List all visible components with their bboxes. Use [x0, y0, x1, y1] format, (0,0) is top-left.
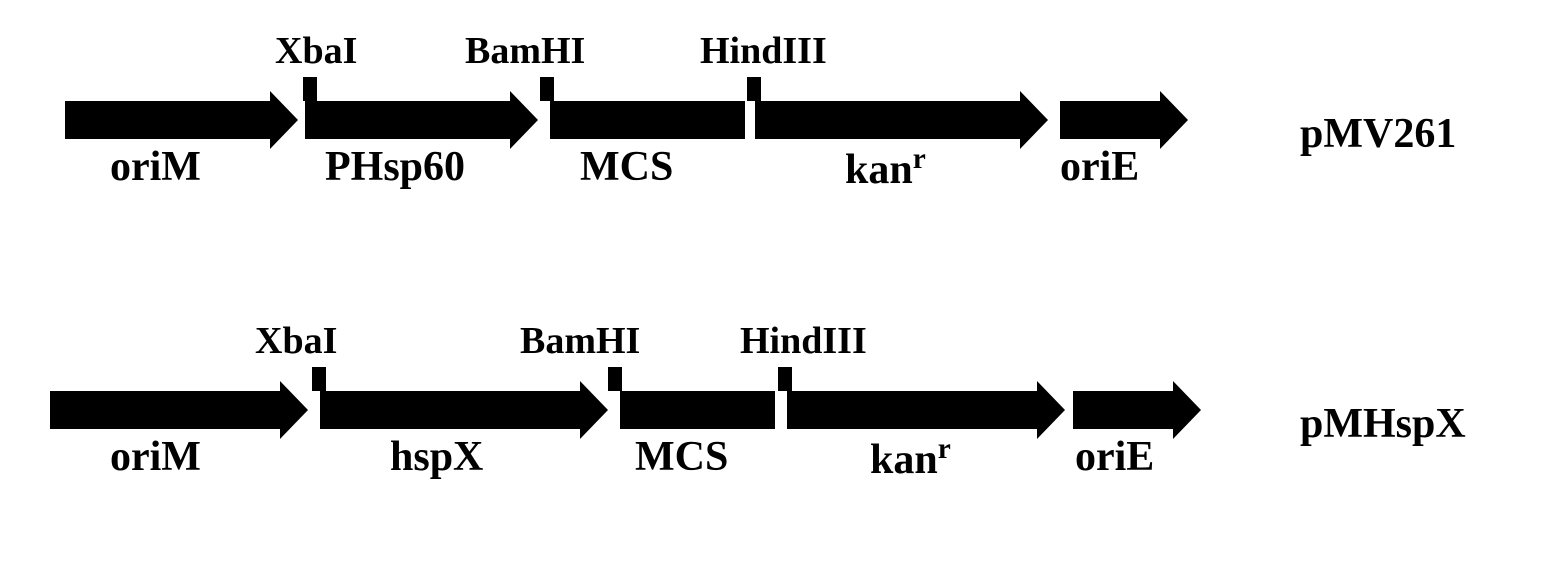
arrow-segment-3	[755, 101, 1020, 139]
restriction-site-tick	[778, 367, 792, 391]
segment-label: kanr	[870, 433, 951, 484]
segment-label: oriM	[110, 143, 201, 191]
restriction-site-label: XbaI	[275, 29, 357, 73]
segment-label: PHsp60	[325, 143, 465, 191]
restriction-site-tick	[540, 77, 554, 101]
arrow-segment-1	[305, 101, 510, 139]
segment-label: MCS	[580, 143, 673, 191]
restriction-site-tick	[608, 367, 622, 391]
restriction-site-tick	[303, 77, 317, 101]
bar-segment-2	[550, 101, 745, 139]
restriction-site-label: XbaI	[255, 319, 337, 363]
arrow-segment-4	[1073, 391, 1173, 429]
restriction-site-label: HindIII	[700, 29, 827, 73]
restriction-site-label: HindIII	[740, 319, 867, 363]
segment-label: oriM	[110, 433, 201, 481]
arrow-segment-3	[787, 391, 1037, 429]
restriction-site-tick	[747, 77, 761, 101]
construct-name-label: pMV261	[1300, 110, 1456, 158]
arrow-segment-0	[50, 391, 280, 429]
segment-label: kanr	[845, 143, 926, 194]
arrow-segment-4	[1060, 101, 1160, 139]
segment-label: hspX	[390, 433, 483, 481]
arrow-segment-0	[65, 101, 270, 139]
arrow-segment-1	[320, 391, 580, 429]
segment-label: oriE	[1060, 143, 1139, 191]
restriction-site-label: BamHI	[465, 29, 585, 73]
bar-segment-2	[620, 391, 775, 429]
restriction-site-tick	[312, 367, 326, 391]
restriction-site-label: BamHI	[520, 319, 640, 363]
construct-name-label: pMHspX	[1300, 400, 1466, 448]
segment-label: oriE	[1075, 433, 1154, 481]
segment-label: MCS	[635, 433, 728, 481]
